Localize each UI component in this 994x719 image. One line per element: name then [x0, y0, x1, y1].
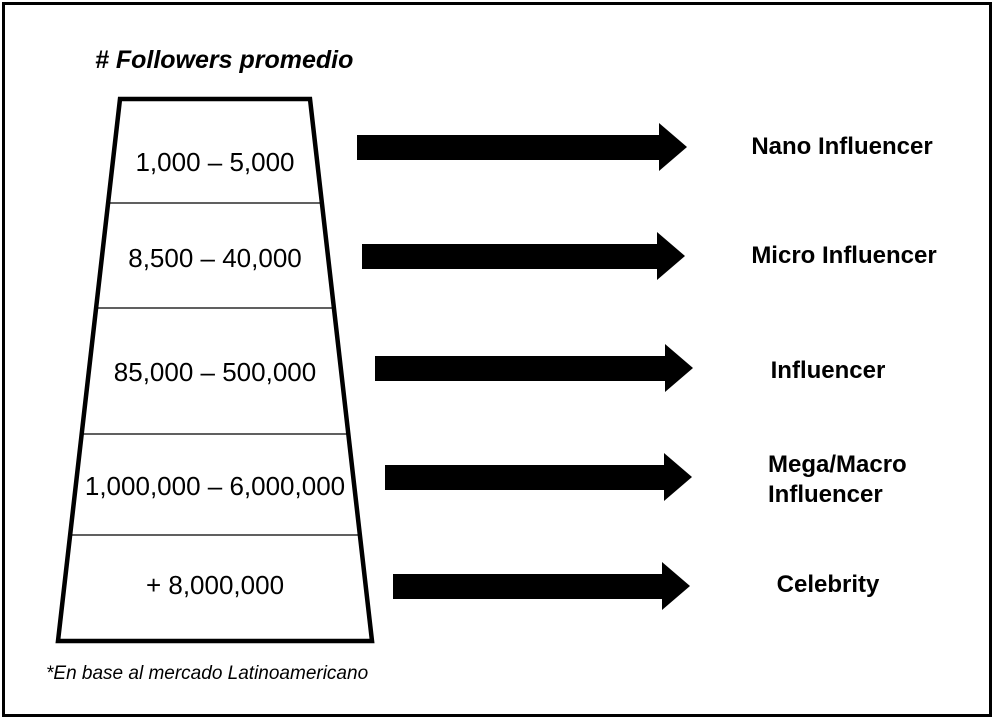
- right-arrow-icon: [375, 344, 693, 392]
- right-arrow-icon: [393, 562, 690, 610]
- diagram-title: # Followers promedio: [95, 46, 354, 74]
- arrow-head: [662, 562, 690, 610]
- arrow-shaft: [357, 135, 665, 160]
- arrow-head: [664, 453, 692, 501]
- tier-range-mega-macro: 1,000,000 – 6,000,000: [84, 471, 346, 501]
- arrow-shaft: [362, 244, 663, 269]
- tier-range-nano: 1,000 – 5,000: [135, 147, 295, 177]
- arrow-shaft: [385, 465, 670, 490]
- footnote: *En base al mercado Latinoamericano: [46, 663, 369, 684]
- tier-label-nano: Nano Influencer: [751, 133, 933, 160]
- right-arrow-icon: [362, 232, 685, 280]
- tier-label-micro: Micro Influencer: [751, 242, 937, 269]
- right-arrow-icon: [357, 123, 687, 171]
- tier-range-micro: 8,500 – 40,000: [128, 243, 302, 273]
- right-arrow-icon: [385, 453, 692, 501]
- tier-label-influencer: Influencer: [770, 357, 886, 384]
- arrow-shaft: [393, 574, 668, 599]
- tier-label-mega-macro: Mega/Macro Influencer: [768, 451, 907, 508]
- arrow-head: [659, 123, 687, 171]
- tier-range-influencer: 85,000 – 500,000: [113, 357, 317, 387]
- tier-label-celebrity: Celebrity: [776, 571, 880, 598]
- tier-range-celebrity: + 8,000,000: [145, 570, 285, 600]
- arrow-shaft: [375, 356, 671, 381]
- funnel-outline: [55, 96, 375, 644]
- arrow-head: [657, 232, 685, 280]
- arrow-head: [665, 344, 693, 392]
